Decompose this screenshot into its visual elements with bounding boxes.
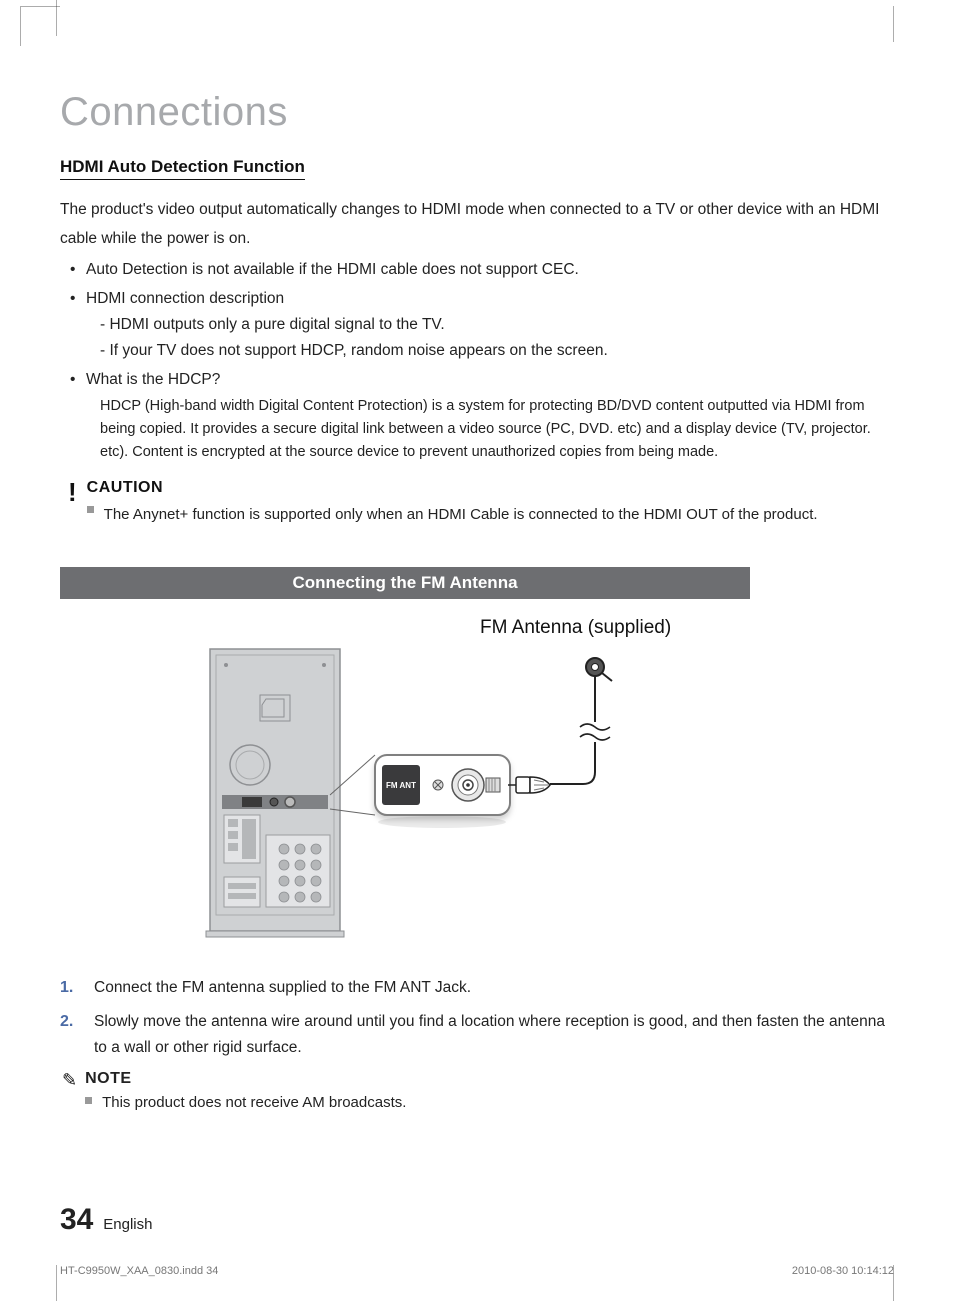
section-subhead: HDMI Auto Detection Function bbox=[60, 157, 305, 180]
print-file: HT-C9950W_XAA_0830.indd 34 bbox=[60, 1265, 218, 1277]
page-footer: 34 English bbox=[60, 1203, 152, 1237]
sub-hdmi-1: HDMI outputs only a pure digital signal … bbox=[100, 312, 894, 338]
antenna-wire bbox=[550, 658, 612, 784]
square-bullet-icon bbox=[87, 506, 94, 513]
fm-antenna-diagram: FM Antenna (supplied) bbox=[60, 617, 894, 947]
section-bar-title: Connecting the FM Antenna bbox=[60, 567, 750, 599]
fm-ant-callout: FM ANT bbox=[375, 755, 510, 828]
fm-ant-label: FM ANT bbox=[386, 781, 416, 790]
page-title: Connections bbox=[60, 90, 894, 135]
bullet-cec: Auto Detection is not available if the H… bbox=[70, 257, 894, 283]
bullet-hdcp: What is the HDCP? HDCP (High-band width … bbox=[70, 367, 894, 465]
caution-text: The Anynet+ function is supported only w… bbox=[104, 503, 818, 528]
square-bullet-icon bbox=[85, 1097, 92, 1104]
print-metadata: HT-C9950W_XAA_0830.indd 34 2010-08-30 10… bbox=[60, 1265, 894, 1277]
note-icon: ✎ bbox=[60, 1070, 77, 1091]
caution-icon: ! bbox=[60, 479, 77, 505]
sub-hdmi-2: If your TV does not support HDCP, random… bbox=[100, 338, 894, 364]
step-2: Slowly move the antenna wire around unti… bbox=[60, 1009, 894, 1060]
step-1: Connect the FM antenna supplied to the F… bbox=[60, 975, 894, 1001]
page-language: English bbox=[103, 1216, 152, 1233]
bullet-hdmi-desc: HDMI connection description HDMI outputs… bbox=[70, 286, 894, 365]
hdcp-detail: HDCP (High-band width Digital Content Pr… bbox=[100, 395, 894, 465]
note-text: This product does not receive AM broadca… bbox=[102, 1094, 406, 1111]
intro-text: The product's video output automatically… bbox=[60, 196, 894, 253]
note-label: NOTE bbox=[85, 1070, 406, 1088]
print-timestamp: 2010-08-30 10:14:12 bbox=[792, 1265, 894, 1277]
caution-label: CAUTION bbox=[87, 479, 818, 497]
device-back-panel bbox=[206, 649, 344, 937]
antenna-plug bbox=[508, 777, 550, 793]
page-number: 34 bbox=[60, 1203, 93, 1236]
bullet-hdcp-q: What is the HDCP? bbox=[86, 371, 220, 388]
bullet-hdmi-desc-text: HDMI connection description bbox=[86, 290, 284, 307]
